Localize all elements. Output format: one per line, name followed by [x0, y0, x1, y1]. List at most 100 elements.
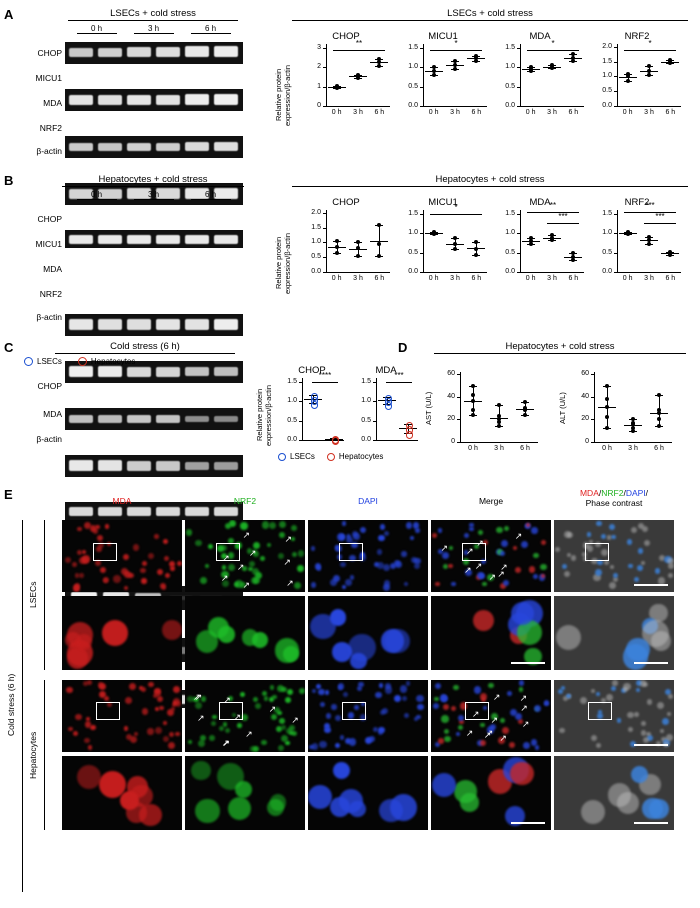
y-axis — [460, 372, 461, 442]
y-tick-label: 2 — [300, 63, 321, 70]
arrow-marker: ↗ — [489, 573, 497, 582]
y-tick — [517, 253, 520, 254]
arrow-marker: ↗ — [237, 563, 245, 572]
data-point — [657, 417, 661, 421]
significance-label: *** — [380, 371, 418, 380]
y-tick — [323, 257, 326, 258]
data-point — [453, 67, 457, 71]
x-axis — [594, 442, 672, 443]
micro-hep-zoom-merge — [431, 756, 551, 830]
significance-label: ** — [521, 201, 585, 210]
x-axis — [326, 272, 390, 273]
micro-lsec-zoom-nrf2 — [185, 596, 305, 670]
data-point — [453, 236, 457, 240]
micro-lsec-zoom-dapi — [308, 596, 428, 670]
data-point — [605, 384, 609, 388]
y-tick — [614, 91, 617, 92]
y-tick — [457, 397, 460, 398]
scale-bar — [634, 662, 668, 665]
y-tick-label: 0.5 — [352, 417, 371, 424]
data-point — [605, 397, 609, 401]
data-point — [356, 240, 360, 244]
data-point — [529, 236, 533, 240]
data-point — [529, 69, 533, 73]
x-axis — [376, 440, 418, 441]
arrow-marker: ↗ — [466, 547, 474, 556]
y-tick — [420, 272, 423, 273]
y-axis — [594, 372, 595, 442]
micro-lsec-phase — [554, 520, 674, 592]
y-tick-label: 1.0 — [494, 229, 515, 236]
data-point — [335, 239, 339, 243]
zoom-roi-box — [339, 543, 363, 561]
data-point — [335, 84, 339, 88]
y-tick — [591, 442, 594, 443]
panel-a-row-labels: CHOP MICU1 MDA NRF2 β-actin — [6, 42, 62, 160]
y-tick — [323, 242, 326, 243]
y-tick — [457, 374, 460, 375]
y-tick-label: 1.5 — [352, 378, 371, 385]
x-tick-label: 6 h — [648, 109, 692, 116]
chart-d-ylabel: AST (U/L) — [424, 380, 433, 436]
y-axis — [423, 44, 424, 106]
y-tick-label: 1.0 — [494, 63, 515, 70]
x-tick-label: 6 h — [551, 275, 595, 282]
y-tick-label: 1.5 — [494, 210, 515, 217]
y-tick-label: 1.5 — [397, 210, 418, 217]
arrow-marker: ↗ — [223, 696, 231, 705]
zoom-roi-box — [96, 702, 120, 720]
panel-a-blot-title: LSECs + cold stress — [63, 8, 243, 21]
chart-d-ast: 0 20 40 60 0 h3 h6 h — [436, 372, 540, 472]
arrow-marker: ↗ — [234, 713, 242, 722]
data-point — [571, 52, 575, 56]
micro-lsec-zoom-merge — [431, 596, 551, 670]
y-tick — [323, 48, 326, 49]
panel-a-ylabel: Relative protein expression/β-actin — [274, 60, 292, 130]
y-tick-label: 1.0 — [278, 397, 297, 404]
arrow-marker: ↗ — [242, 581, 250, 590]
y-tick — [420, 67, 423, 68]
significance-bracket — [430, 214, 482, 215]
x-tick-label: 6 h — [637, 445, 681, 452]
data-point — [647, 73, 651, 77]
significance-bracket — [430, 50, 482, 51]
y-tick — [517, 67, 520, 68]
y-tick — [373, 421, 376, 422]
arrow-marker: ↗ — [221, 574, 229, 583]
data-point — [626, 72, 630, 76]
y-tick-label: 0.5 — [494, 83, 515, 90]
micro-hep-zoom-nrf2 — [185, 756, 305, 830]
y-tick — [591, 374, 594, 375]
y-tick-label: 40 — [570, 393, 589, 400]
arrow-marker: ↗ — [466, 729, 474, 738]
significance-label: *** — [618, 201, 682, 210]
arrow-marker: ↗ — [243, 531, 251, 540]
blot-a-bactin — [65, 230, 243, 248]
scale-bar — [634, 584, 668, 587]
data-point — [377, 254, 381, 258]
y-tick — [299, 401, 302, 402]
micro-hep-zoom-dapi — [308, 756, 428, 830]
scale-bar — [511, 822, 545, 825]
y-tick — [420, 214, 423, 215]
y-tick — [591, 419, 594, 420]
significance-label: ** — [327, 39, 391, 48]
y-tick-label: 20 — [436, 415, 455, 422]
y-tick-label: 1.5 — [300, 224, 321, 231]
panel-c-row-labels: CHOP MDA β-actin — [6, 374, 62, 448]
y-tick — [614, 62, 617, 63]
x-axis — [617, 106, 681, 107]
significance-bracket — [386, 382, 412, 383]
micro-hep-zoom-mda — [62, 756, 182, 830]
micro-lsec-zoom-mda — [62, 596, 182, 670]
y-tick-label: 1.5 — [278, 378, 297, 385]
arrow-marker: ↗ — [486, 729, 494, 738]
data-point — [647, 69, 651, 73]
data-point — [377, 242, 381, 246]
panel-e-row-label: LSECs — [28, 520, 40, 670]
y-tick-label: 0.5 — [300, 253, 321, 260]
y-axis — [423, 210, 424, 272]
y-tick — [420, 253, 423, 254]
y-tick-label: 0.5 — [591, 249, 612, 256]
chart-a-nrf2: NRF2 0.0 0.5 1.0 1.5 2.0 0 h3 h6 h * — [591, 44, 683, 136]
